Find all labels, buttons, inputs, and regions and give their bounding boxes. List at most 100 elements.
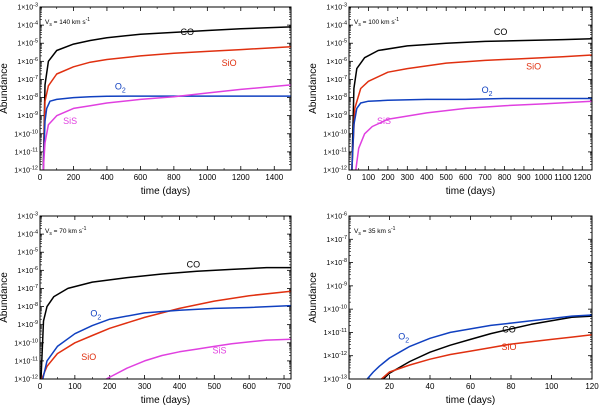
x-tick-label: 300 (138, 382, 152, 391)
y-tick-label-exponent: -5 (33, 248, 38, 254)
x-tick-label: 1200 (573, 173, 591, 182)
series-label-text: O (398, 331, 405, 341)
y-tick-label: 1×10-9 (17, 320, 38, 329)
series-label-subscript: 2 (405, 337, 409, 344)
y-tick-label: 1×10-11 (15, 147, 38, 156)
velocity-annotation-text: = 70 km s (52, 228, 83, 235)
y-tick-label-exponent: -3 (33, 3, 38, 9)
y-tick-label: 1×10-3 (17, 3, 38, 12)
chart-panel-1: 1×10-121×10-111×10-101×10-91×10-81×10-71… (0, 3, 292, 197)
series-line-o2 (366, 314, 593, 380)
x-tick-label: 200 (67, 173, 81, 182)
y-tick-label-base: 1×10 (326, 41, 342, 48)
series-line-co (40, 266, 291, 380)
y-axis-title: Abundance (308, 272, 319, 323)
y-tick-label-exponent: -13 (339, 375, 347, 381)
x-tick-label: 800 (498, 173, 512, 182)
y-tick-label: 1×10-3 (326, 3, 347, 12)
y-tick-label-base: 1×10 (14, 131, 30, 138)
x-axis-title: time (days) (141, 186, 190, 197)
series-label: CO (494, 27, 508, 37)
y-tick-label: 1×10-11 (324, 328, 347, 337)
y-tick-label: 1×10-11 (15, 356, 38, 365)
series-line-sio (380, 334, 593, 380)
y-tick-label: 1×10-13 (323, 375, 347, 384)
y-tick-label-exponent: -3 (342, 3, 347, 9)
y-tick-label: 1×10-6 (17, 57, 38, 66)
x-tick-label: 400 (420, 173, 434, 182)
series-label-text: O (90, 309, 97, 319)
y-tick-label-exponent: -6 (342, 212, 347, 218)
y-tick-label: 1×10-5 (17, 248, 38, 257)
plot-frame (39, 215, 292, 380)
y-tick-label-exponent: -11 (339, 147, 347, 153)
y-tick-label: 1×10-10 (14, 338, 38, 347)
velocity-annotation-symbol: V (45, 19, 50, 26)
velocity-annotation-symbol: V (354, 19, 359, 26)
y-tick-label: 1×10-6 (326, 212, 347, 221)
y-tick-label-base: 1×10 (17, 322, 33, 329)
x-tick-label: 80 (507, 382, 516, 391)
series-label-subscript: 2 (97, 315, 101, 322)
series-label: SiS (213, 346, 227, 356)
y-tick-label-exponent: -10 (339, 305, 347, 311)
y-tick-label-exponent: -9 (342, 281, 347, 287)
y-tick-label-exponent: -11 (30, 356, 38, 362)
x-tick-label: 0 (38, 382, 43, 391)
y-tick-label-exponent: -4 (33, 230, 38, 236)
plot-frame (348, 6, 593, 171)
x-tick-label: 300 (401, 173, 415, 182)
x-tick-label: 0 (347, 382, 352, 391)
y-tick-label: 1×10-12 (14, 375, 38, 384)
velocity-annotation-subscript: s (49, 231, 52, 237)
series-label-text: SiO (222, 58, 237, 68)
series-label: SiS (63, 116, 77, 126)
y-tick-label-exponent: -11 (30, 147, 38, 153)
y-tick-label: 1×10-9 (17, 111, 38, 120)
y-tick-label-base: 1×10 (17, 304, 33, 311)
y-tick-label: 1×10-5 (326, 39, 347, 48)
y-tick-label-base: 1×10 (17, 77, 33, 84)
y-tick-label-exponent: -7 (342, 75, 347, 81)
x-tick-label: 0 (38, 173, 43, 182)
series-label-text: SiO (81, 352, 96, 362)
y-tick-label: 1×10-9 (326, 281, 347, 290)
series-label-subscript: 2 (489, 91, 493, 98)
y-tick-label-exponent: -5 (33, 39, 38, 45)
y-tick-label-exponent: -8 (342, 93, 347, 99)
y-tick-label-base: 1×10 (14, 377, 30, 384)
series-label-text: SiO (501, 342, 516, 352)
series-label-text: CO (502, 324, 516, 334)
series-line-sio (351, 54, 593, 171)
y-tick-label-base: 1×10 (17, 41, 33, 48)
velocity-annotation-text: = 140 km s (52, 19, 87, 26)
y-tick-label: 1×10-8 (326, 93, 347, 102)
y-tick-label-base: 1×10 (14, 340, 30, 347)
y-tick-label-base: 1×10 (326, 260, 342, 267)
y-tick-label-base: 1×10 (14, 168, 30, 175)
series-label-text: O (482, 85, 489, 95)
x-tick-label: 600 (242, 382, 256, 391)
x-tick-label: 100 (362, 173, 376, 182)
velocity-annotation-exponent: -1 (395, 17, 400, 23)
y-tick-label-base: 1×10 (17, 23, 33, 30)
velocity-annotation-subscript: s (358, 231, 361, 237)
y-tick-label-exponent: -9 (33, 111, 38, 117)
y-axis-title: Abundance (0, 272, 10, 323)
y-tick-label-exponent: -6 (33, 57, 38, 63)
velocity-annotation-symbol: V (354, 228, 359, 235)
velocity-annotation: Vs = 70 km s-1 (45, 226, 87, 237)
series-label-text: CO (494, 27, 508, 37)
x-tick-label: 100 (68, 382, 82, 391)
series-line-sio (41, 290, 292, 380)
series-line-sis (355, 100, 593, 171)
velocity-annotation-exponent: -1 (86, 17, 91, 23)
series-label: CO (502, 324, 516, 334)
series-label: O2 (482, 85, 493, 98)
y-tick-label-exponent: -12 (339, 351, 347, 357)
series-label: SiO (222, 58, 237, 68)
series-label: SiO (81, 352, 96, 362)
x-tick-label: 400 (100, 173, 114, 182)
series-label: SiO (526, 61, 541, 71)
y-tick-label-base: 1×10 (323, 377, 339, 384)
